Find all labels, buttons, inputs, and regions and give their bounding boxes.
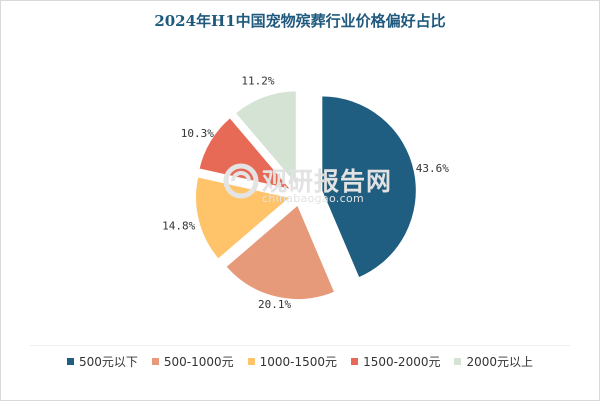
chart-legend: 500元以下 500-1000元 1000-1500元 1500-2000元 2000元… bbox=[30, 345, 570, 376]
slice-data-label: 11.2% bbox=[241, 74, 274, 87]
watermark-subtext: chinabaogao.com bbox=[262, 192, 364, 205]
legend-label: 1500-2000元 bbox=[363, 354, 441, 369]
legend-item: 1000-1500元 bbox=[247, 353, 338, 370]
legend-label: 500-1000元 bbox=[163, 354, 234, 369]
slice-data-label: 14.8% bbox=[162, 219, 195, 232]
pie-slice bbox=[234, 89, 298, 188]
watermark-logo-icon bbox=[223, 163, 259, 199]
pie-slice bbox=[197, 116, 294, 192]
legend-item: 500元以下 bbox=[66, 353, 138, 370]
legend-label: 2000元以上 bbox=[466, 354, 534, 369]
legend-item: 2000元以上 bbox=[454, 353, 533, 370]
slice-data-label: 43.6% bbox=[416, 162, 449, 175]
legend-label: 500元以下 bbox=[78, 354, 138, 369]
pie-slice bbox=[320, 94, 418, 280]
watermark-text: 观研报告网 bbox=[262, 167, 393, 196]
legend-label: 1000-1500元 bbox=[259, 354, 338, 369]
legend-swatch bbox=[151, 357, 159, 365]
chart-title: 2024年H1中国宠物殡葬行业价格偏好占比 bbox=[154, 12, 446, 30]
legend-item: 500-1000元 bbox=[151, 353, 234, 370]
legend-swatch bbox=[247, 357, 255, 365]
legend-swatch bbox=[454, 357, 462, 365]
legend-swatch bbox=[66, 357, 74, 365]
slice-data-label: 20.1% bbox=[258, 298, 291, 311]
legend-swatch bbox=[351, 357, 359, 365]
legend-item: 1500-2000元 bbox=[351, 353, 440, 370]
slice-data-label: 10.3% bbox=[181, 127, 214, 140]
pie-slice bbox=[194, 175, 292, 261]
pie-slice bbox=[224, 203, 336, 301]
